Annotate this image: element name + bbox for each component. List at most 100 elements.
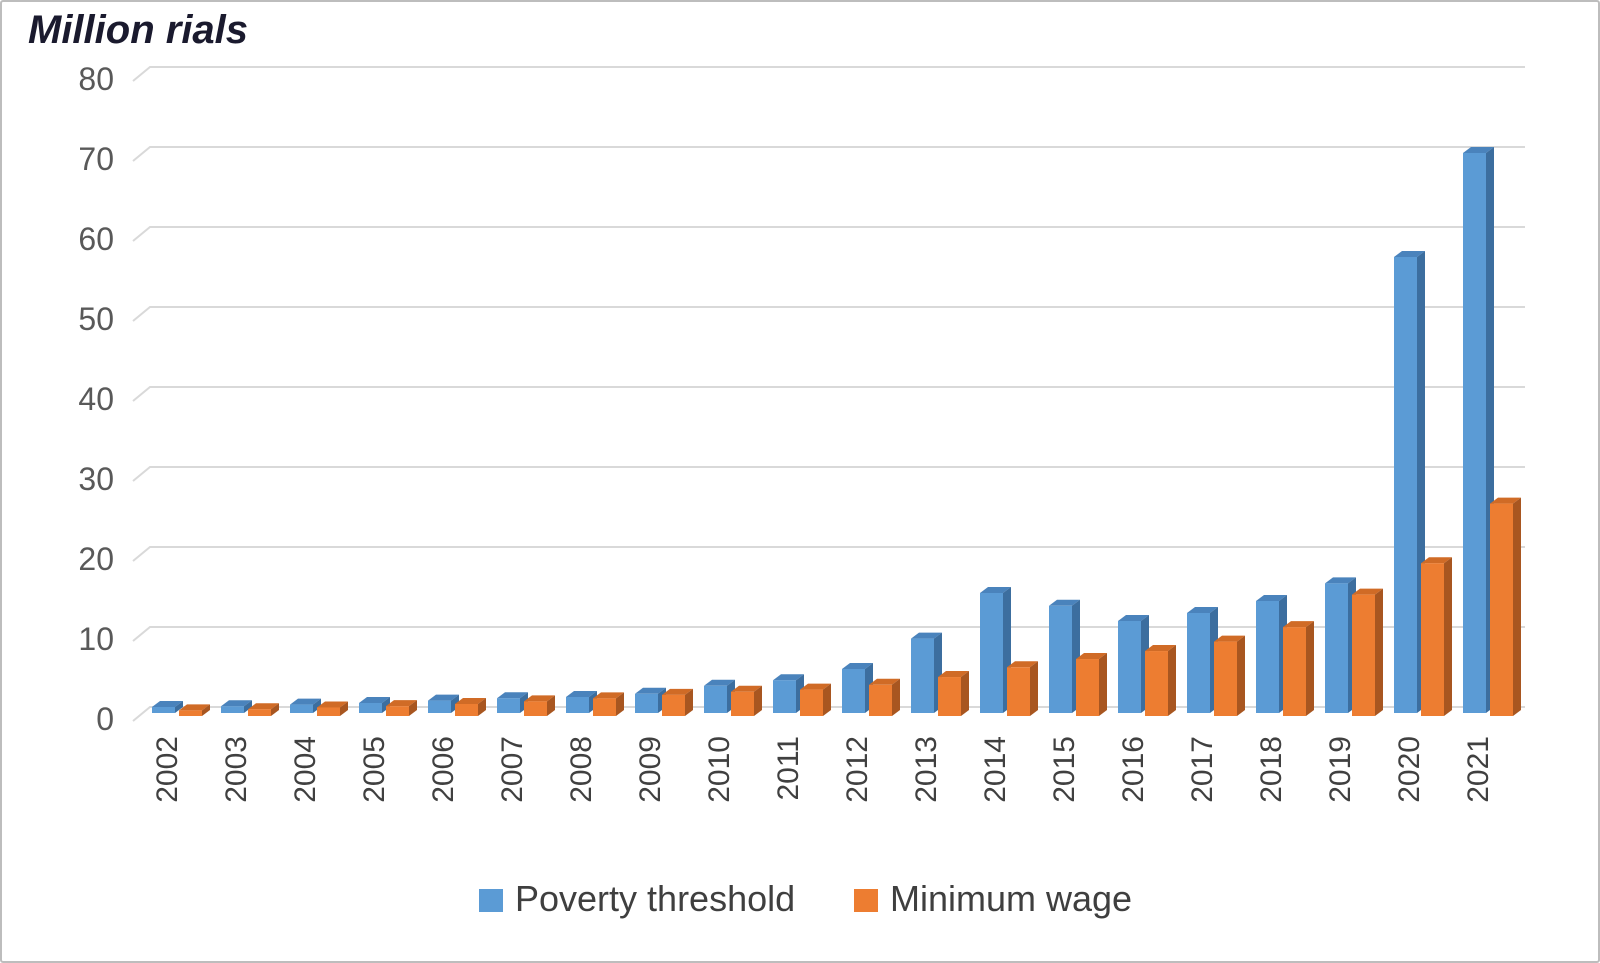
x-axis-label-text: 2013	[910, 736, 943, 803]
x-axis-label-text: 2012	[841, 736, 874, 803]
bar-front-face	[1007, 667, 1030, 716]
bar-front-face	[428, 700, 451, 713]
x-axis-label-text: 2014	[979, 736, 1012, 803]
bar-side-face	[1237, 635, 1245, 716]
bar-top-face	[1421, 557, 1452, 564]
bar-top-face	[1463, 147, 1494, 153]
bar-2008-poverty-threshold	[566, 691, 597, 713]
bar-front-face	[386, 706, 409, 716]
x-axis-label-text: 2005	[358, 736, 391, 803]
x-axis-label-2014: 2014	[979, 736, 1012, 803]
bar-2017-poverty-threshold	[1187, 607, 1218, 713]
x-axis-label-text: 2018	[1255, 736, 1288, 803]
x-axis-label-2020: 2020	[1393, 736, 1426, 803]
legend-label-minimum-wage: Minimum wage	[890, 878, 1132, 919]
bar-front-face	[1145, 651, 1168, 716]
bar-side-face	[340, 701, 348, 716]
bar-front-face	[800, 689, 823, 716]
chart-title: Million rials	[28, 8, 249, 52]
bar-2016-poverty-threshold	[1118, 615, 1149, 713]
bar-side-face	[382, 697, 390, 713]
bar-top-face	[1187, 607, 1218, 613]
bar-2011-poverty-threshold	[773, 674, 804, 713]
gridline-20	[132, 546, 1525, 562]
bar-top-face	[428, 694, 459, 701]
x-axis-label-2008: 2008	[565, 736, 598, 803]
bar-2012-minimum-wage	[869, 678, 900, 716]
bar-front-face	[704, 685, 727, 713]
bar-front-face	[290, 704, 313, 713]
bar-top-face	[869, 678, 900, 685]
bar-side-face	[175, 701, 183, 713]
bar-top-face	[1007, 661, 1038, 668]
gridline-40	[132, 386, 1525, 402]
bar-front-face	[1421, 563, 1444, 716]
bar-side-face	[1168, 645, 1176, 716]
bar-top-face	[1352, 588, 1383, 595]
bar-side-face	[685, 688, 693, 716]
bar-top-face	[1256, 595, 1287, 601]
x-axis-label-text: 2015	[1048, 736, 1081, 803]
x-axis-label-text: 2021	[1462, 736, 1495, 803]
bar-top-face	[497, 692, 528, 699]
bar-side-face	[616, 692, 624, 716]
bar-front-face	[1463, 153, 1486, 713]
bar-top-face	[980, 587, 1011, 593]
bar-top-face	[290, 698, 321, 705]
legend-swatch-minimum-wage	[854, 889, 878, 912]
gridline-70	[132, 146, 1525, 162]
x-axis-label-2007: 2007	[496, 736, 529, 803]
bar-top-face	[1049, 599, 1080, 606]
gridline-80	[132, 66, 1525, 82]
bar-front-face	[1076, 659, 1099, 716]
y-axis-label-0: 0	[96, 701, 114, 737]
x-axis-label-text: 2010	[703, 736, 736, 803]
bar-side-face	[478, 698, 486, 716]
x-axis-label-2004: 2004	[289, 736, 322, 803]
bar-top-face	[662, 688, 693, 695]
x-axis-label-2003: 2003	[220, 736, 253, 803]
bar-2005-poverty-threshold	[359, 697, 390, 713]
bar-top-face	[359, 697, 390, 703]
x-axis-label-text: 2003	[220, 736, 253, 803]
bar-2010-poverty-threshold	[704, 679, 735, 713]
y-axis-label-10: 10	[78, 621, 114, 657]
bar-2008-minimum-wage	[593, 692, 624, 716]
bar-2015-poverty-threshold	[1049, 599, 1080, 713]
x-axis-label-text: 2007	[496, 736, 529, 803]
y-axis-label-80: 80	[78, 61, 114, 97]
x-axis-label-2015: 2015	[1048, 736, 1081, 803]
bar-2015-minimum-wage	[1076, 653, 1107, 716]
bar-top-face	[152, 701, 183, 707]
bar-front-face	[1256, 601, 1279, 713]
x-axis-label-2009: 2009	[634, 736, 667, 803]
bar-top-face	[1145, 645, 1176, 652]
legend-label-poverty-threshold: Poverty threshold	[515, 878, 795, 919]
bar-top-face	[317, 701, 348, 708]
legend-swatch-poverty-threshold	[479, 889, 503, 912]
bar-front-face	[1490, 503, 1513, 716]
bar-side-face	[1306, 621, 1314, 716]
bar-front-face	[1283, 627, 1306, 716]
x-axis-label-text: 2020	[1393, 736, 1426, 803]
y-axis-label-70: 70	[78, 141, 114, 177]
bar-side-face	[313, 698, 321, 713]
bar-side-face	[1513, 497, 1521, 716]
x-axis-label-2002: 2002	[151, 736, 184, 803]
bar-2021-poverty-threshold	[1463, 147, 1494, 713]
bar-front-face	[179, 710, 202, 716]
gridline-60	[132, 226, 1525, 242]
x-axis-label-2006: 2006	[427, 736, 460, 803]
bar-2005-minimum-wage	[386, 700, 417, 716]
bar-side-face	[961, 671, 969, 716]
bar-side-face	[1375, 588, 1383, 716]
y-axis-label-50: 50	[78, 301, 114, 337]
bar-front-face	[731, 691, 754, 716]
bar-2003-minimum-wage	[248, 703, 279, 716]
x-axis-label-text: 2019	[1324, 736, 1357, 803]
bar-top-face	[566, 691, 597, 697]
bar-2019-poverty-threshold	[1325, 577, 1356, 713]
bar-2004-poverty-threshold	[290, 698, 321, 713]
bar-front-face	[497, 698, 520, 713]
bar-front-face	[317, 707, 340, 716]
